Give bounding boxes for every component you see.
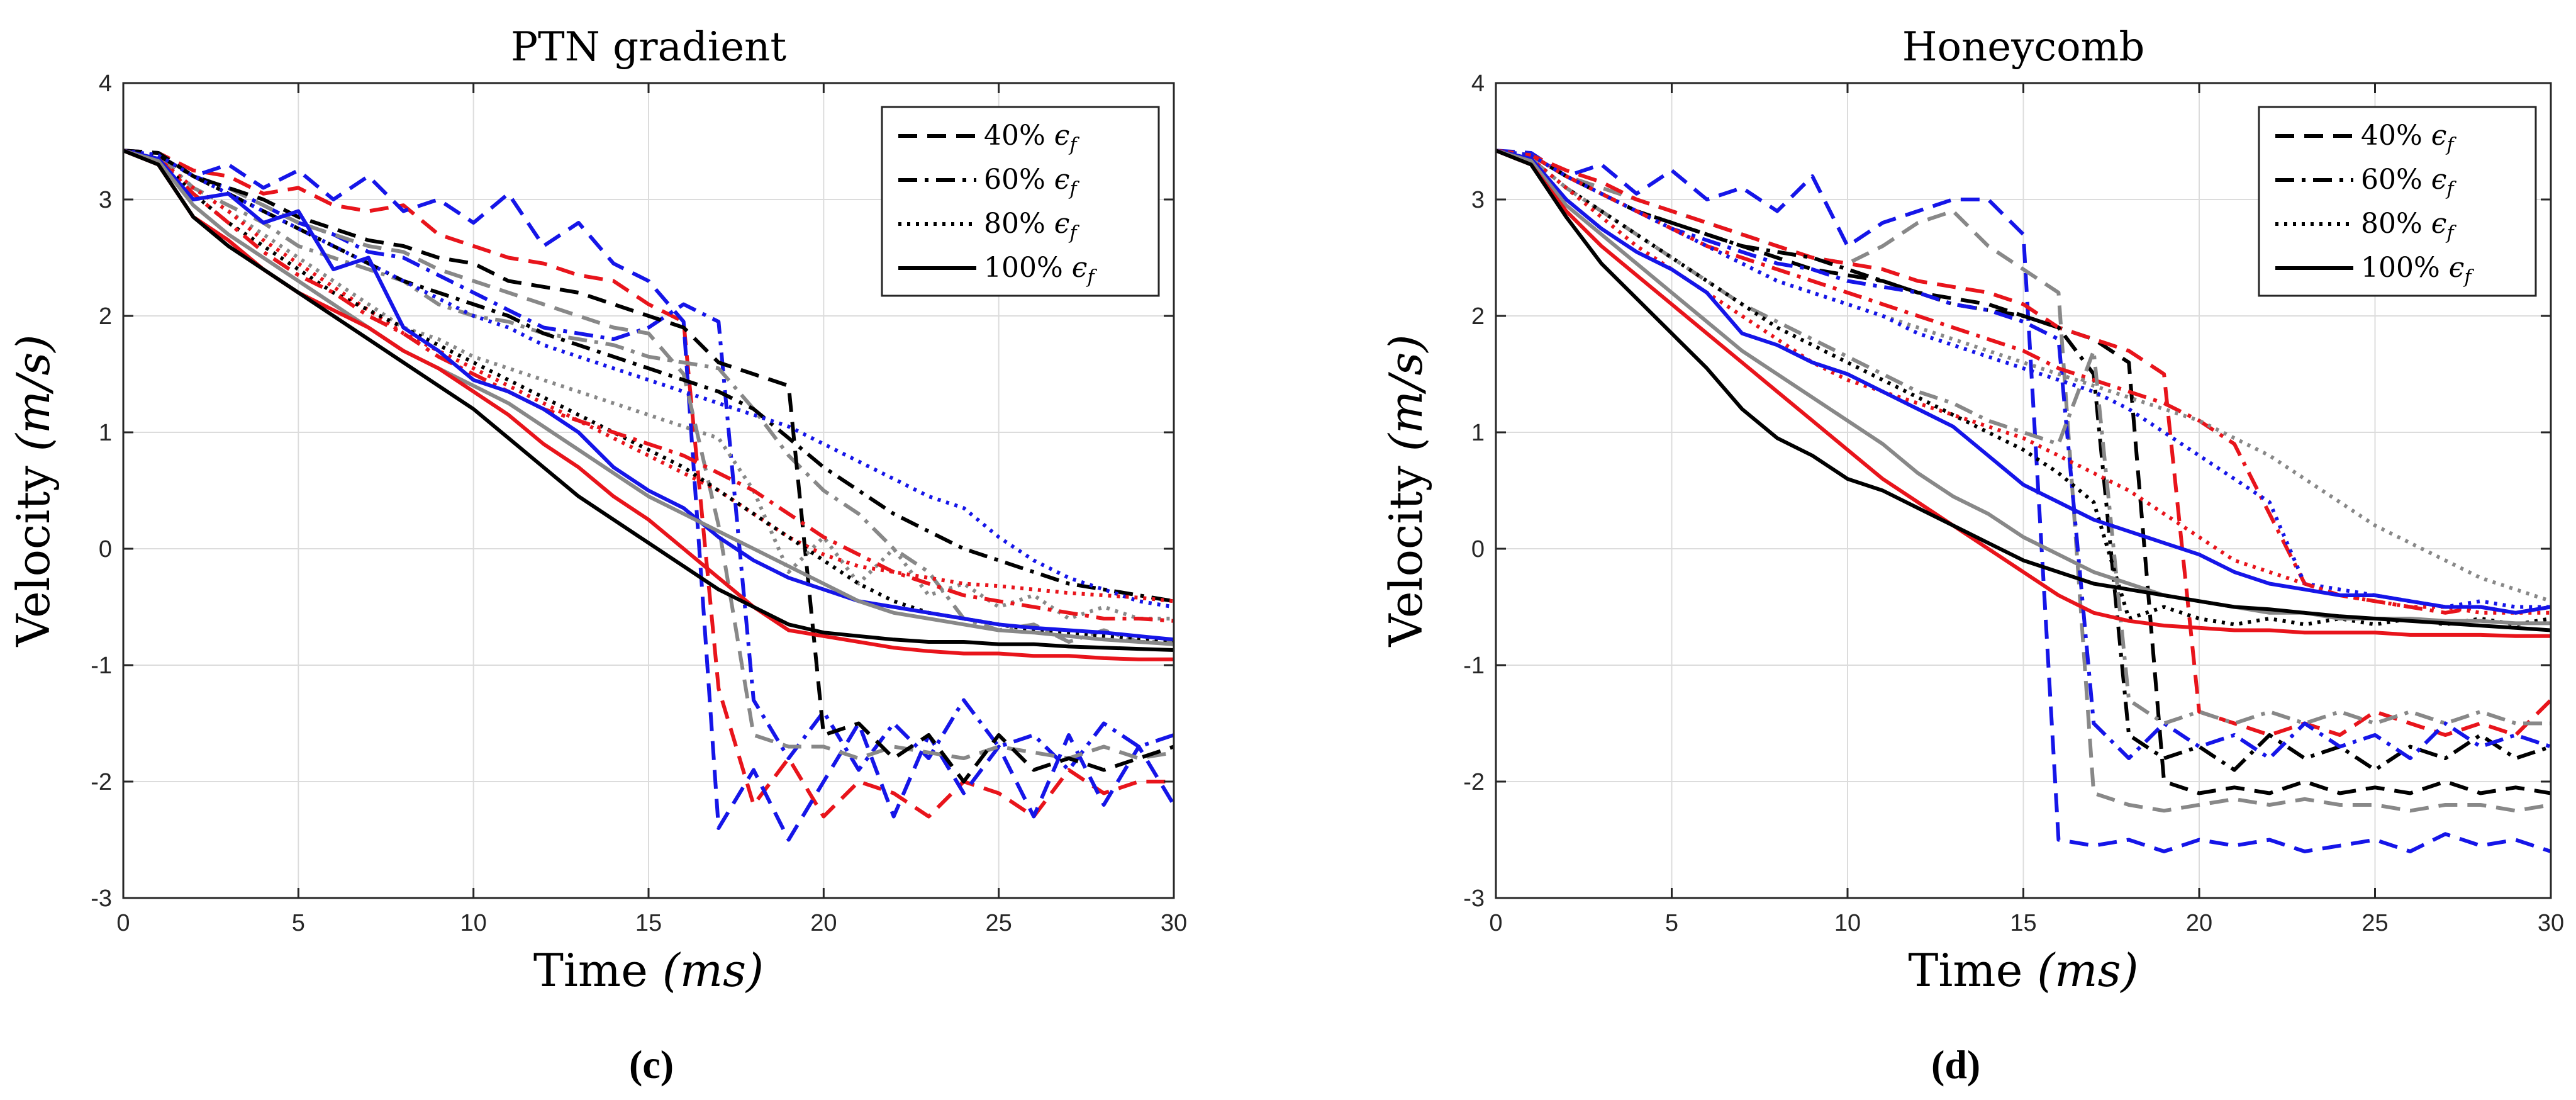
y-tick-label: 0 <box>1471 536 1485 563</box>
y-tick-label: -3 <box>1463 885 1485 912</box>
chart-panel-1: 0 5 10 15 20 25 30 -3 -2 -1 0 1 2 3 4 Honeycomb Time (ms… <box>1380 24 2564 997</box>
y-axis-label: Velocity (m/s) <box>7 335 60 648</box>
legend-box <box>2258 106 2537 297</box>
x-tick-label: 5 <box>1665 910 1678 936</box>
x-tick-label: 30 <box>1161 910 1187 936</box>
legend-label: 60% ϵf <box>984 164 1079 200</box>
legend-label: 40% ϵf <box>2361 120 2456 156</box>
series-line-dotted-7 <box>123 149 1174 609</box>
y-tick-label: 4 <box>1471 70 1485 97</box>
y-tick-label: 0 <box>99 536 112 563</box>
series-line-dashdot-6 <box>123 149 1174 603</box>
series-line-dashdot-11 <box>123 149 1174 623</box>
series-line-solid-13 <box>123 149 1174 646</box>
series-group <box>123 149 1174 842</box>
legend-label: 100% ϵf <box>2361 252 2474 288</box>
legend-label: 40% ϵf <box>984 120 1079 156</box>
series-line-dashed-4 <box>123 149 1174 760</box>
y-tick-label: 1 <box>99 420 112 446</box>
x-tick-label: 25 <box>2361 910 2388 936</box>
series-line-dotted-10 <box>1496 149 2551 627</box>
chart-title: PTN gradient <box>511 24 786 70</box>
series-line-dashdot-4 <box>1496 149 2551 772</box>
x-tick-label: 15 <box>2010 910 2036 936</box>
x-tick-label: 15 <box>635 910 662 936</box>
y-tick-label: 2 <box>99 303 112 330</box>
x-axis-label: Time (ms) <box>533 944 764 997</box>
legend-label: 100% ϵf <box>984 252 1097 288</box>
y-tick-label: -2 <box>1463 769 1485 795</box>
series-line-dashed-5 <box>123 149 1174 783</box>
panel-label-c: (c) <box>629 1042 674 1087</box>
series-line-dashed-0 <box>123 149 1174 819</box>
series-line-dashed-3 <box>1496 149 2551 737</box>
series-line-dotted-11 <box>1496 149 2551 615</box>
series-group <box>1496 149 2551 853</box>
y-tick-label: 4 <box>99 70 112 97</box>
x-tick-label: 10 <box>460 910 487 936</box>
y-tick-label: -3 <box>91 885 112 912</box>
y-tick-label: 1 <box>1471 420 1485 446</box>
y-tick-label: -2 <box>91 769 112 795</box>
x-tick-label: 25 <box>986 910 1012 936</box>
y-tick-label: 2 <box>1471 303 1485 330</box>
x-tick-label: 0 <box>116 910 130 936</box>
x-tick-label: 20 <box>2186 910 2212 936</box>
chart-panel-0: 0 5 10 15 20 25 30 -3 -2 -1 0 1 2 3 4 PTN gradient Time … <box>7 24 1187 997</box>
series-line-solid-15 <box>1496 149 2551 632</box>
y-tick-label: 3 <box>1471 187 1485 213</box>
y-tick-label: -1 <box>1463 653 1485 679</box>
series-line-solid-15 <box>123 149 1174 652</box>
y-tick-label: 3 <box>99 187 112 213</box>
series-line-solid-14 <box>1496 149 2551 638</box>
y-axis-label: Velocity (m/s) <box>1380 335 1432 648</box>
legend-label: 60% ϵf <box>2361 164 2456 200</box>
chart-title: Honeycomb <box>1902 24 2145 70</box>
series-line-dashed-1 <box>123 149 1174 842</box>
x-tick-label: 20 <box>810 910 837 936</box>
x-tick-label: 30 <box>2538 910 2564 936</box>
series-line-solid-12 <box>1496 149 2551 615</box>
series-line-solid-12 <box>123 149 1174 642</box>
x-tick-label: 10 <box>1834 910 1861 936</box>
panel-label-d: (d) <box>1931 1042 1981 1087</box>
x-tick-label: 5 <box>292 910 305 936</box>
legend-box <box>881 106 1160 297</box>
legend-label: 80% ϵf <box>2361 208 2456 244</box>
y-tick-label: -1 <box>91 653 112 679</box>
legend-label: 80% ϵf <box>984 208 1079 244</box>
x-axis-label: Time (ms) <box>1908 944 2138 997</box>
x-tick-label: 0 <box>1489 910 1502 936</box>
